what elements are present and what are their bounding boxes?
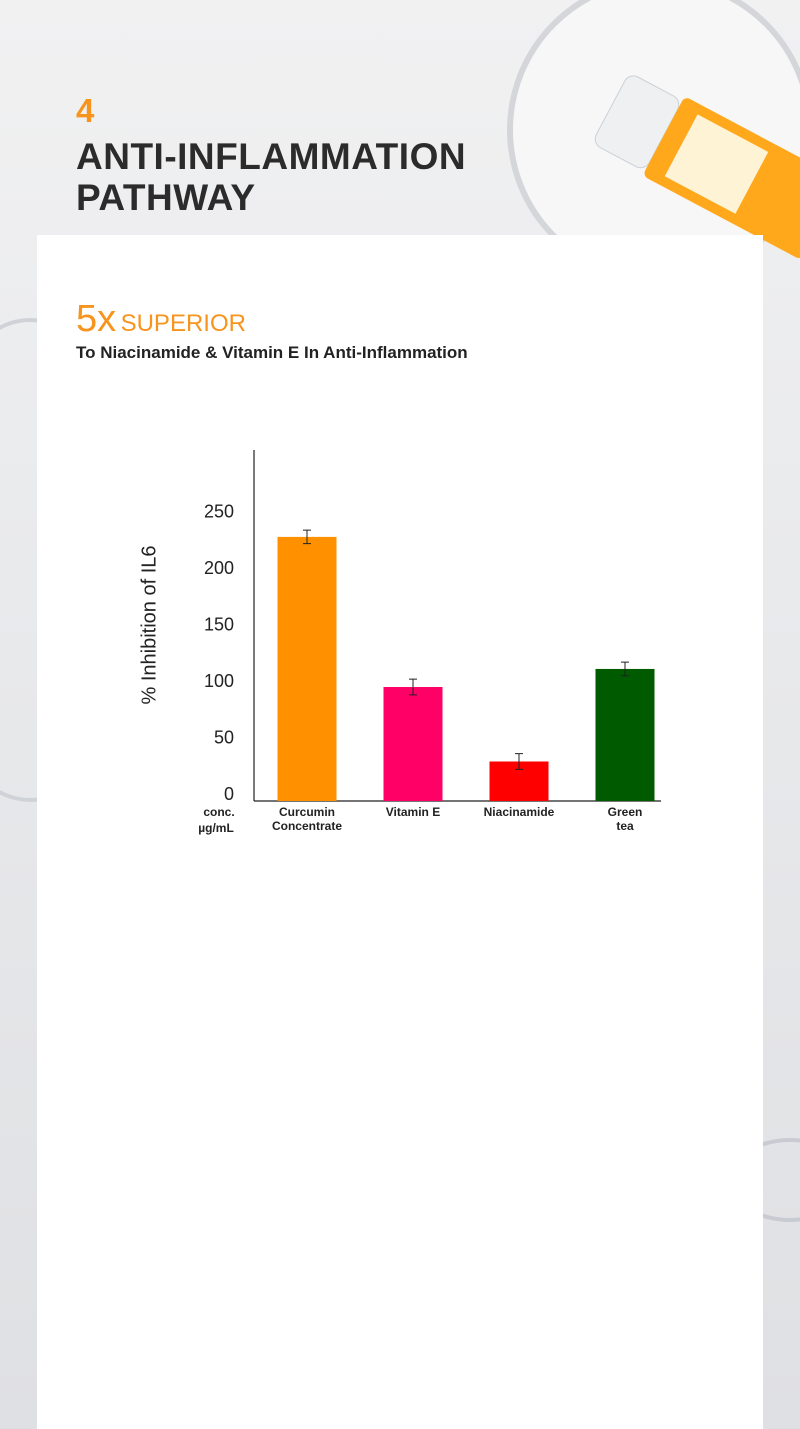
- bar: [595, 668, 655, 801]
- product-tube: [594, 75, 800, 259]
- y-tick-label: 250: [204, 502, 234, 522]
- subtitle: To Niacinamide & Vitamin E In Anti-Infla…: [76, 343, 468, 362]
- error-bar: [409, 678, 417, 696]
- title-line: PATHWAY: [76, 177, 256, 218]
- x-axis-label: µg/mL: [198, 821, 234, 835]
- headline-highlight: 5x: [76, 298, 117, 340]
- x-tick-label: Niacinamide: [484, 805, 555, 819]
- bar: [383, 687, 443, 801]
- section-title: ANTI-INFLAMMATION PATHWAY: [76, 136, 466, 218]
- x-tick-label: Concentrate: [272, 819, 342, 833]
- content-card: [37, 235, 763, 1429]
- x-tick-label: Vitamin E: [386, 805, 440, 819]
- section-number: 4: [76, 92, 95, 129]
- bar: [277, 536, 337, 801]
- title-line: ANTI-INFLAMMATION: [76, 136, 467, 177]
- error-bar: [621, 661, 629, 677]
- x-tick-label: Curcumin: [279, 805, 335, 819]
- headline: 5x SUPERIOR: [76, 298, 246, 341]
- headline-rest: SUPERIOR: [120, 310, 246, 337]
- x-tick-label: tea: [616, 819, 634, 833]
- y-tick-label: 100: [204, 671, 234, 691]
- y-tick-label: 0: [224, 784, 234, 804]
- y-tick-label: 200: [204, 558, 234, 578]
- y-tick-label: 50: [214, 727, 234, 747]
- y-axis-label: % Inhibition of IL6: [138, 546, 160, 705]
- x-tick-label: Green: [608, 805, 643, 819]
- x-axis-label: conc.: [203, 805, 234, 819]
- error-bar: [515, 753, 523, 770]
- error-bar: [303, 529, 311, 545]
- y-tick-label: 150: [204, 614, 234, 634]
